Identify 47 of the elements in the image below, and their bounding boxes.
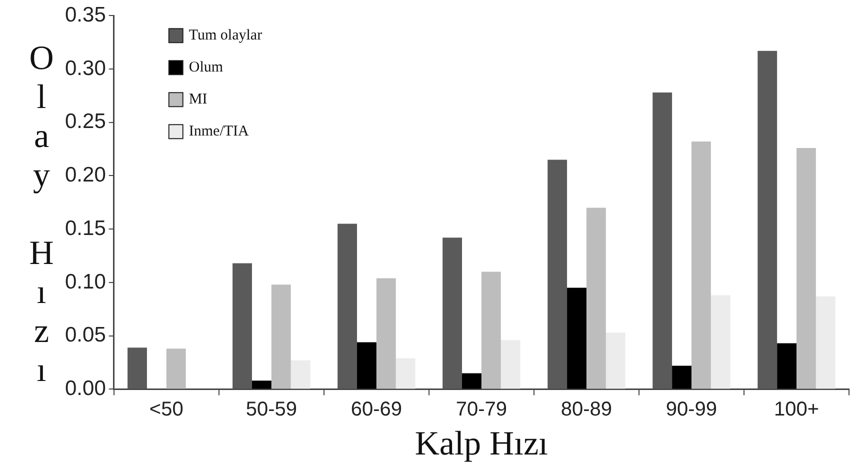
bar <box>672 366 692 389</box>
bar <box>691 142 711 389</box>
bar <box>796 148 816 389</box>
bar <box>338 224 357 389</box>
bar <box>567 288 586 389</box>
bar <box>500 340 520 389</box>
y-tick-label: 0.10 <box>64 270 106 294</box>
legend-label: MI <box>188 92 208 108</box>
bar <box>376 278 396 389</box>
y-tick-label: 0.25 <box>64 110 106 134</box>
x-tick-label: 50-59 <box>246 398 297 421</box>
x-tick-label: 70-79 <box>456 398 508 421</box>
bar <box>710 295 730 389</box>
bar <box>271 284 291 389</box>
bar <box>462 373 482 389</box>
bar <box>652 92 672 389</box>
legend-label: Olum <box>188 60 224 76</box>
x-tick-label: 60-69 <box>350 398 402 421</box>
y-tick-label: 0.05 <box>64 324 106 347</box>
legend-label: Inme/TIA <box>188 124 250 140</box>
bar <box>758 50 778 389</box>
bar <box>396 358 416 389</box>
bar <box>128 348 147 389</box>
y-axis-title: Olay Hızı <box>22 40 60 393</box>
x-tick-label: 90-99 <box>666 398 718 421</box>
x-tick-label: 100+ <box>774 398 820 421</box>
x-tick-label: <50 <box>149 398 184 421</box>
y-tick-label: 0.15 <box>64 216 106 240</box>
bar <box>816 296 836 389</box>
bar <box>548 160 568 389</box>
legend-label: Tum olaylar <box>188 28 262 44</box>
y-tick-label: 0.30 <box>64 56 106 80</box>
bar <box>606 332 626 389</box>
y-tick-label: 0.00 <box>64 376 106 400</box>
y-tick-label: 0.20 <box>64 164 106 187</box>
bar <box>777 343 796 389</box>
x-tick-label: 80-89 <box>560 398 612 421</box>
bar <box>481 272 501 389</box>
bar <box>232 263 252 389</box>
bar <box>166 348 186 389</box>
bar <box>356 342 376 389</box>
y-tick-label: 0.35 <box>64 3 106 26</box>
bar <box>290 360 310 389</box>
bar <box>252 380 272 389</box>
bar <box>442 238 462 389</box>
bar <box>586 208 606 389</box>
x-axis-title: Kalp Hızı <box>414 426 548 463</box>
